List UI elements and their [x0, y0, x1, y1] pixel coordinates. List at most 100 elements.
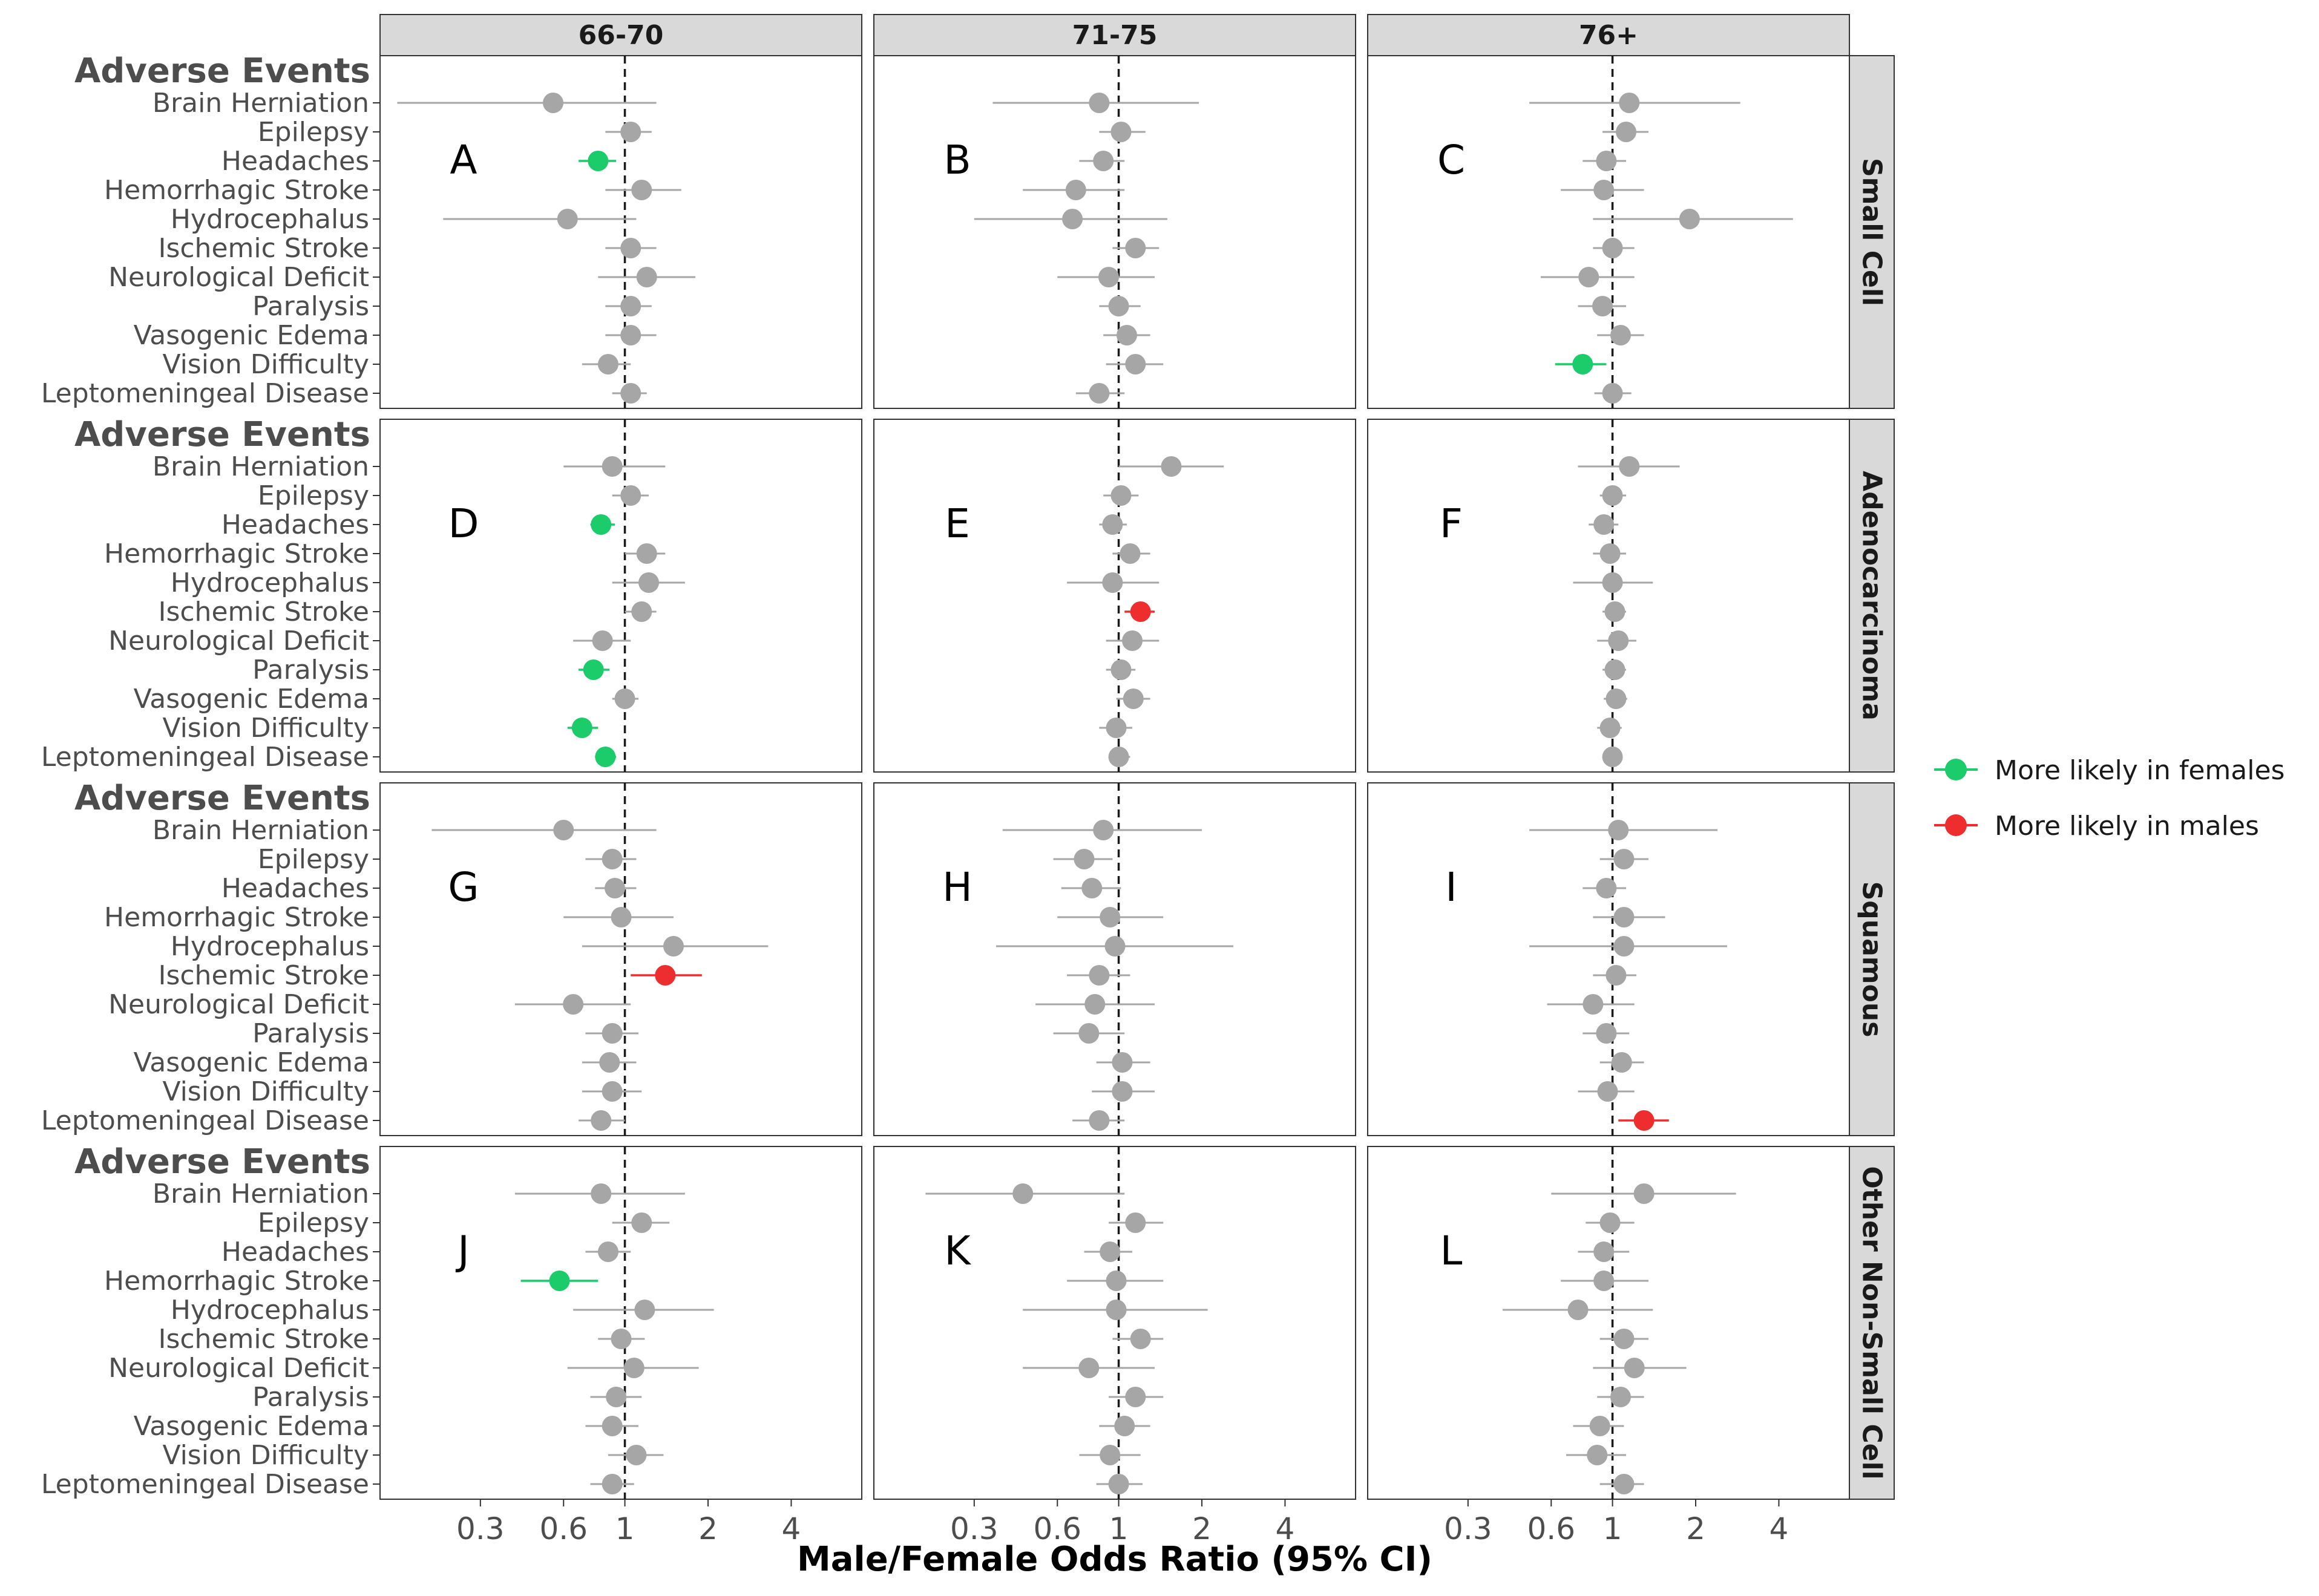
- event-label: Vision Difficulty: [162, 349, 369, 380]
- or-point: [602, 456, 623, 477]
- or-point: [620, 325, 641, 345]
- or-point: [611, 907, 632, 927]
- or-point: [597, 1241, 618, 1262]
- panel-letter: A: [450, 137, 477, 183]
- or-point: [1089, 965, 1110, 986]
- or-point: [1599, 1212, 1621, 1233]
- or-point: [606, 1387, 627, 1407]
- or-point: [1619, 93, 1640, 113]
- event-label: Vision Difficulty: [162, 1440, 369, 1471]
- or-point: [1081, 878, 1103, 898]
- or-point: [571, 718, 592, 738]
- event-label: Neurological Deficit: [108, 989, 369, 1020]
- event-label: Leptomeningeal Disease: [41, 378, 369, 409]
- or-point: [1100, 1241, 1121, 1262]
- column-strip-label: 76+: [1579, 20, 1638, 51]
- x-tick-label: 0.6: [1033, 1511, 1081, 1546]
- or-point: [1125, 238, 1146, 258]
- or-point: [1106, 1300, 1127, 1320]
- panel-D: [379, 419, 862, 773]
- x-tick-label: 1: [1603, 1511, 1622, 1546]
- or-point: [543, 93, 564, 113]
- event-label: Vasogenic Edema: [134, 1411, 369, 1442]
- event-label: Ischemic Stroke: [158, 597, 369, 627]
- or-point: [1587, 1445, 1608, 1465]
- event-label: Vasogenic Edema: [134, 320, 369, 351]
- or-point: [1592, 296, 1613, 316]
- or-point: [1567, 1300, 1589, 1320]
- panel-A: [379, 55, 862, 409]
- or-point: [1106, 718, 1127, 738]
- or-point: [631, 601, 652, 622]
- or-point: [620, 238, 641, 258]
- or-point: [1599, 718, 1621, 738]
- panel-letter: J: [455, 1228, 469, 1274]
- or-point: [1110, 485, 1132, 506]
- event-label: Brain Herniation: [153, 451, 369, 482]
- event-label: Brain Herniation: [153, 1179, 369, 1209]
- or-point: [631, 1212, 652, 1233]
- or-point: [1593, 514, 1615, 535]
- or-point: [1098, 267, 1120, 287]
- event-label: Hemorrhagic Stroke: [104, 538, 369, 569]
- or-point: [1613, 936, 1635, 957]
- or-point: [1610, 1387, 1631, 1407]
- panel-letter: K: [944, 1228, 971, 1274]
- x-tick-label: 2: [1686, 1511, 1705, 1546]
- event-label: Vasogenic Edema: [134, 684, 369, 715]
- event-label: Headaches: [221, 1237, 369, 1267]
- or-point: [1593, 180, 1615, 200]
- or-point: [1602, 572, 1623, 593]
- event-label: Vision Difficulty: [162, 1076, 369, 1107]
- or-point: [563, 994, 584, 1015]
- or-point: [1125, 1212, 1146, 1233]
- or-point: [1012, 1183, 1034, 1204]
- panel-letter: G: [448, 864, 479, 911]
- event-label: Epilepsy: [258, 117, 369, 148]
- or-point: [553, 820, 574, 840]
- event-label: Leptomeningeal Disease: [41, 742, 369, 773]
- or-point: [1604, 659, 1625, 680]
- or-point: [1596, 1023, 1617, 1044]
- event-label: Epilepsy: [258, 844, 369, 875]
- or-point: [1611, 1052, 1632, 1073]
- or-point: [1112, 1052, 1133, 1073]
- row-strip-label: Other Non-Small Cell: [1857, 1166, 1888, 1479]
- x-tick-label: 4: [782, 1511, 801, 1546]
- event-label: Brain Herniation: [153, 815, 369, 846]
- x-tick-label: 1: [1109, 1511, 1129, 1546]
- or-point: [1102, 514, 1123, 535]
- event-label: Neurological Deficit: [108, 1353, 369, 1384]
- or-point: [1100, 1445, 1121, 1465]
- event-label: Leptomeningeal Disease: [41, 1105, 369, 1136]
- x-tick-label: 4: [1770, 1511, 1789, 1546]
- event-label: Headaches: [221, 146, 369, 177]
- panel-letter: E: [945, 500, 970, 547]
- x-axis-title: Male/Female Odds Ratio (95% CI): [797, 1540, 1432, 1579]
- or-point: [599, 1052, 620, 1073]
- or-point: [1606, 965, 1627, 986]
- or-point: [1078, 1358, 1100, 1378]
- or-point: [1122, 630, 1143, 651]
- or-point: [663, 936, 684, 957]
- or-point: [588, 151, 609, 171]
- panel-letter: C: [1437, 137, 1465, 183]
- or-point: [1606, 688, 1627, 709]
- row-strip-label: Small Cell: [1857, 158, 1888, 306]
- or-point: [602, 1023, 623, 1044]
- or-point: [1065, 180, 1086, 200]
- legend-key: [1945, 814, 1967, 836]
- or-point: [631, 180, 652, 200]
- or-point: [620, 122, 641, 142]
- or-point: [597, 354, 618, 374]
- x-tick-label: 0.3: [1444, 1511, 1492, 1546]
- event-label: Hemorrhagic Stroke: [104, 175, 369, 206]
- or-point: [1593, 1271, 1615, 1291]
- event-label: Neurological Deficit: [108, 262, 369, 293]
- legend-key: [1945, 759, 1967, 780]
- event-label: Epilepsy: [258, 480, 369, 511]
- x-tick-label: 4: [1276, 1511, 1295, 1546]
- or-point: [1114, 1416, 1135, 1436]
- or-point: [1613, 907, 1635, 927]
- or-point: [1100, 907, 1121, 927]
